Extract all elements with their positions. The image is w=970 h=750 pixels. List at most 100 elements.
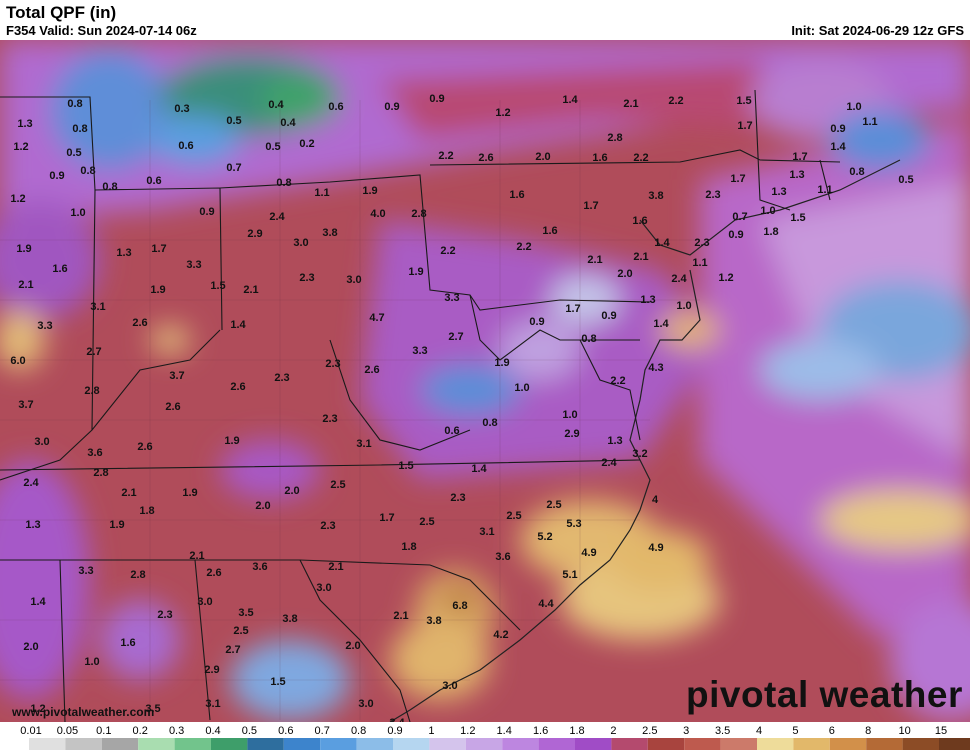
qpf-label: 1.3 — [116, 247, 131, 259]
qpf-label: 4.2 — [493, 629, 508, 641]
qpf-label: 1.4 — [30, 596, 46, 608]
qpf-label: 5.1 — [562, 569, 577, 581]
qpf-label: 1.6 — [592, 152, 607, 164]
qpf-label: 3.8 — [426, 615, 441, 627]
qpf-label: 4.9 — [648, 542, 663, 554]
legend-swatch — [902, 738, 939, 750]
qpf-label: 1.8 — [139, 505, 154, 517]
qpf-label: 1.9 — [408, 266, 423, 278]
qpf-label: 0.4 — [280, 117, 296, 129]
qpf-label: 3.1 — [356, 438, 371, 450]
qpf-label: 0.8 — [67, 98, 82, 110]
qpf-label: 3.3 — [444, 292, 459, 304]
legend-label: 0.7 — [315, 725, 330, 737]
qpf-label: 1.2 — [13, 141, 28, 153]
legend-label: 0.8 — [351, 725, 366, 737]
legend-label: 2 — [610, 725, 616, 737]
legend-swatch — [757, 738, 794, 750]
qpf-label: 0.5 — [265, 141, 280, 153]
qpf-label: 3.2 — [632, 448, 647, 460]
qpf-label: 2.3 — [299, 272, 314, 284]
qpf-label: 3.3 — [186, 259, 201, 271]
qpf-label: 2.1 — [623, 98, 638, 110]
qpf-label: 1.8 — [763, 226, 778, 238]
qpf-label: 2.0 — [535, 151, 550, 163]
qpf-label: 0.8 — [482, 417, 497, 429]
qpf-label: 2.5 — [419, 516, 434, 528]
qpf-label: 0.6 — [444, 425, 459, 437]
qpf-label: 2.0 — [23, 641, 38, 653]
qpf-label: 1.9 — [494, 357, 509, 369]
qpf-label: 1.3 — [789, 169, 804, 181]
legend-label: 4 — [756, 725, 762, 737]
qpf-label: 4 — [652, 494, 659, 506]
qpf-label: 2.2 — [438, 150, 453, 162]
qpf-label: 3.1 — [205, 698, 220, 710]
qpf-label: 1.0 — [562, 409, 577, 421]
qpf-label: 2.9 — [247, 228, 262, 240]
qpf-label: 2.5 — [546, 499, 561, 511]
qpf-label: 2.6 — [478, 152, 493, 164]
qpf-label: 0.9 — [830, 123, 845, 135]
qpf-label: 4.7 — [369, 312, 384, 324]
qpf-label: 1.2 — [10, 193, 25, 205]
legend-label: 10 — [898, 725, 910, 737]
qpf-label: 3.0 — [197, 596, 212, 608]
qpf-label: 1.0 — [846, 101, 861, 113]
qpf-label: 2.8 — [411, 208, 426, 220]
qpf-label: 2.1 — [328, 561, 343, 573]
qpf-label: 3.5 — [145, 703, 160, 715]
legend-label: 1.2 — [460, 725, 475, 737]
legend-swatch — [211, 738, 248, 750]
qpf-label: 2.1 — [243, 284, 258, 296]
qpf-label: 1.3 — [17, 118, 32, 130]
valid-time: F354 Valid: Sun 2024-07-14 06z — [6, 23, 197, 38]
qpf-label: 2.6 — [364, 364, 379, 376]
legend-swatch — [829, 738, 867, 750]
county-lines — [0, 100, 700, 720]
qpf-label: 3.1 — [90, 301, 105, 313]
qpf-label: 3.8 — [648, 190, 663, 202]
qpf-label: 1.5 — [210, 280, 225, 292]
qpf-label: 2.6 — [132, 317, 147, 329]
qpf-label: 1.1 — [862, 116, 877, 128]
legend-label: 1.6 — [533, 725, 548, 737]
legend-label: 2.5 — [642, 725, 657, 737]
qpf-label: 4.3 — [648, 362, 663, 374]
legend-label: 1.8 — [569, 725, 584, 737]
qpf-label: 1.4 — [654, 237, 670, 249]
qpf-label: 2.6 — [206, 567, 221, 579]
qpf-label: 4.0 — [370, 208, 385, 220]
color-legend: 0.01 0.05 0.1 0.2 0.3 0.4 0.5 0.6 0.7 0.8 0.9 1 1.2 1… — [0, 722, 970, 750]
legend-label: 1.4 — [497, 725, 512, 737]
legend-swatch — [393, 738, 430, 750]
legend-swatch — [101, 738, 139, 750]
legend-label: 3.5 — [715, 725, 730, 737]
qpf-label: 1.8 — [401, 541, 416, 553]
qpf-label: 0.2 — [299, 138, 314, 150]
qpf-label: 1.1 — [692, 257, 707, 269]
legend-label: 0.1 — [96, 725, 111, 737]
legend-swatch — [65, 738, 102, 750]
qpf-label: 1.6 — [632, 215, 647, 227]
qpf-label: 1.6 — [509, 189, 524, 201]
qpf-label: 2.0 — [345, 640, 360, 652]
legend-label: 0.2 — [133, 725, 148, 737]
qpf-label: 1.6 — [120, 637, 135, 649]
qpf-label: 1.0 — [514, 382, 529, 394]
qpf-label: 0.5 — [898, 174, 913, 186]
qpf-label: 6.0 — [10, 355, 25, 367]
qpf-label: 1.7 — [792, 151, 807, 163]
qpf-label: 3.7 — [169, 370, 184, 382]
pivotal-weather-logo: pivotal weather — [686, 674, 963, 715]
qpf-label: 1.0 — [84, 656, 99, 668]
qpf-label: 1.0 — [70, 207, 85, 219]
qpf-label: 1.5 — [790, 212, 805, 224]
qpf-label: 2.3 — [274, 372, 289, 384]
legend-swatch — [283, 738, 321, 750]
legend-label: 15 — [935, 725, 947, 737]
legend-label: 0.4 — [205, 725, 220, 737]
qpf-label: 0.9 — [601, 310, 616, 322]
qpf-label: 2.9 — [564, 428, 579, 440]
qpf-map[interactable]: 0.8 0.3 0.5 0.4 0.4 0.6 0.9 0.9 1.2 1.4 2.1 2.2 1.5 1… — [0, 40, 970, 722]
